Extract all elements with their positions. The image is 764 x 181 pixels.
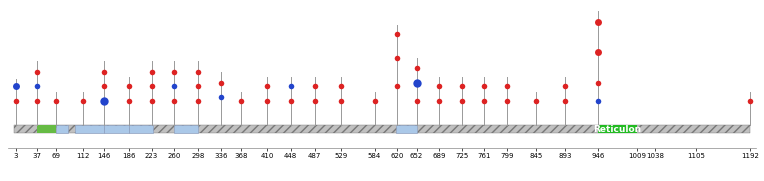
Bar bbox=[598, 125, 637, 134]
Bar bbox=[75, 125, 104, 134]
Bar bbox=[104, 125, 128, 134]
Text: Reticulon: Reticulon bbox=[594, 125, 642, 134]
Bar bbox=[14, 125, 750, 133]
Bar bbox=[57, 125, 67, 134]
Bar bbox=[397, 125, 417, 134]
Bar bbox=[37, 125, 57, 134]
Bar bbox=[14, 125, 750, 133]
Bar bbox=[128, 125, 153, 134]
Bar bbox=[174, 125, 198, 134]
